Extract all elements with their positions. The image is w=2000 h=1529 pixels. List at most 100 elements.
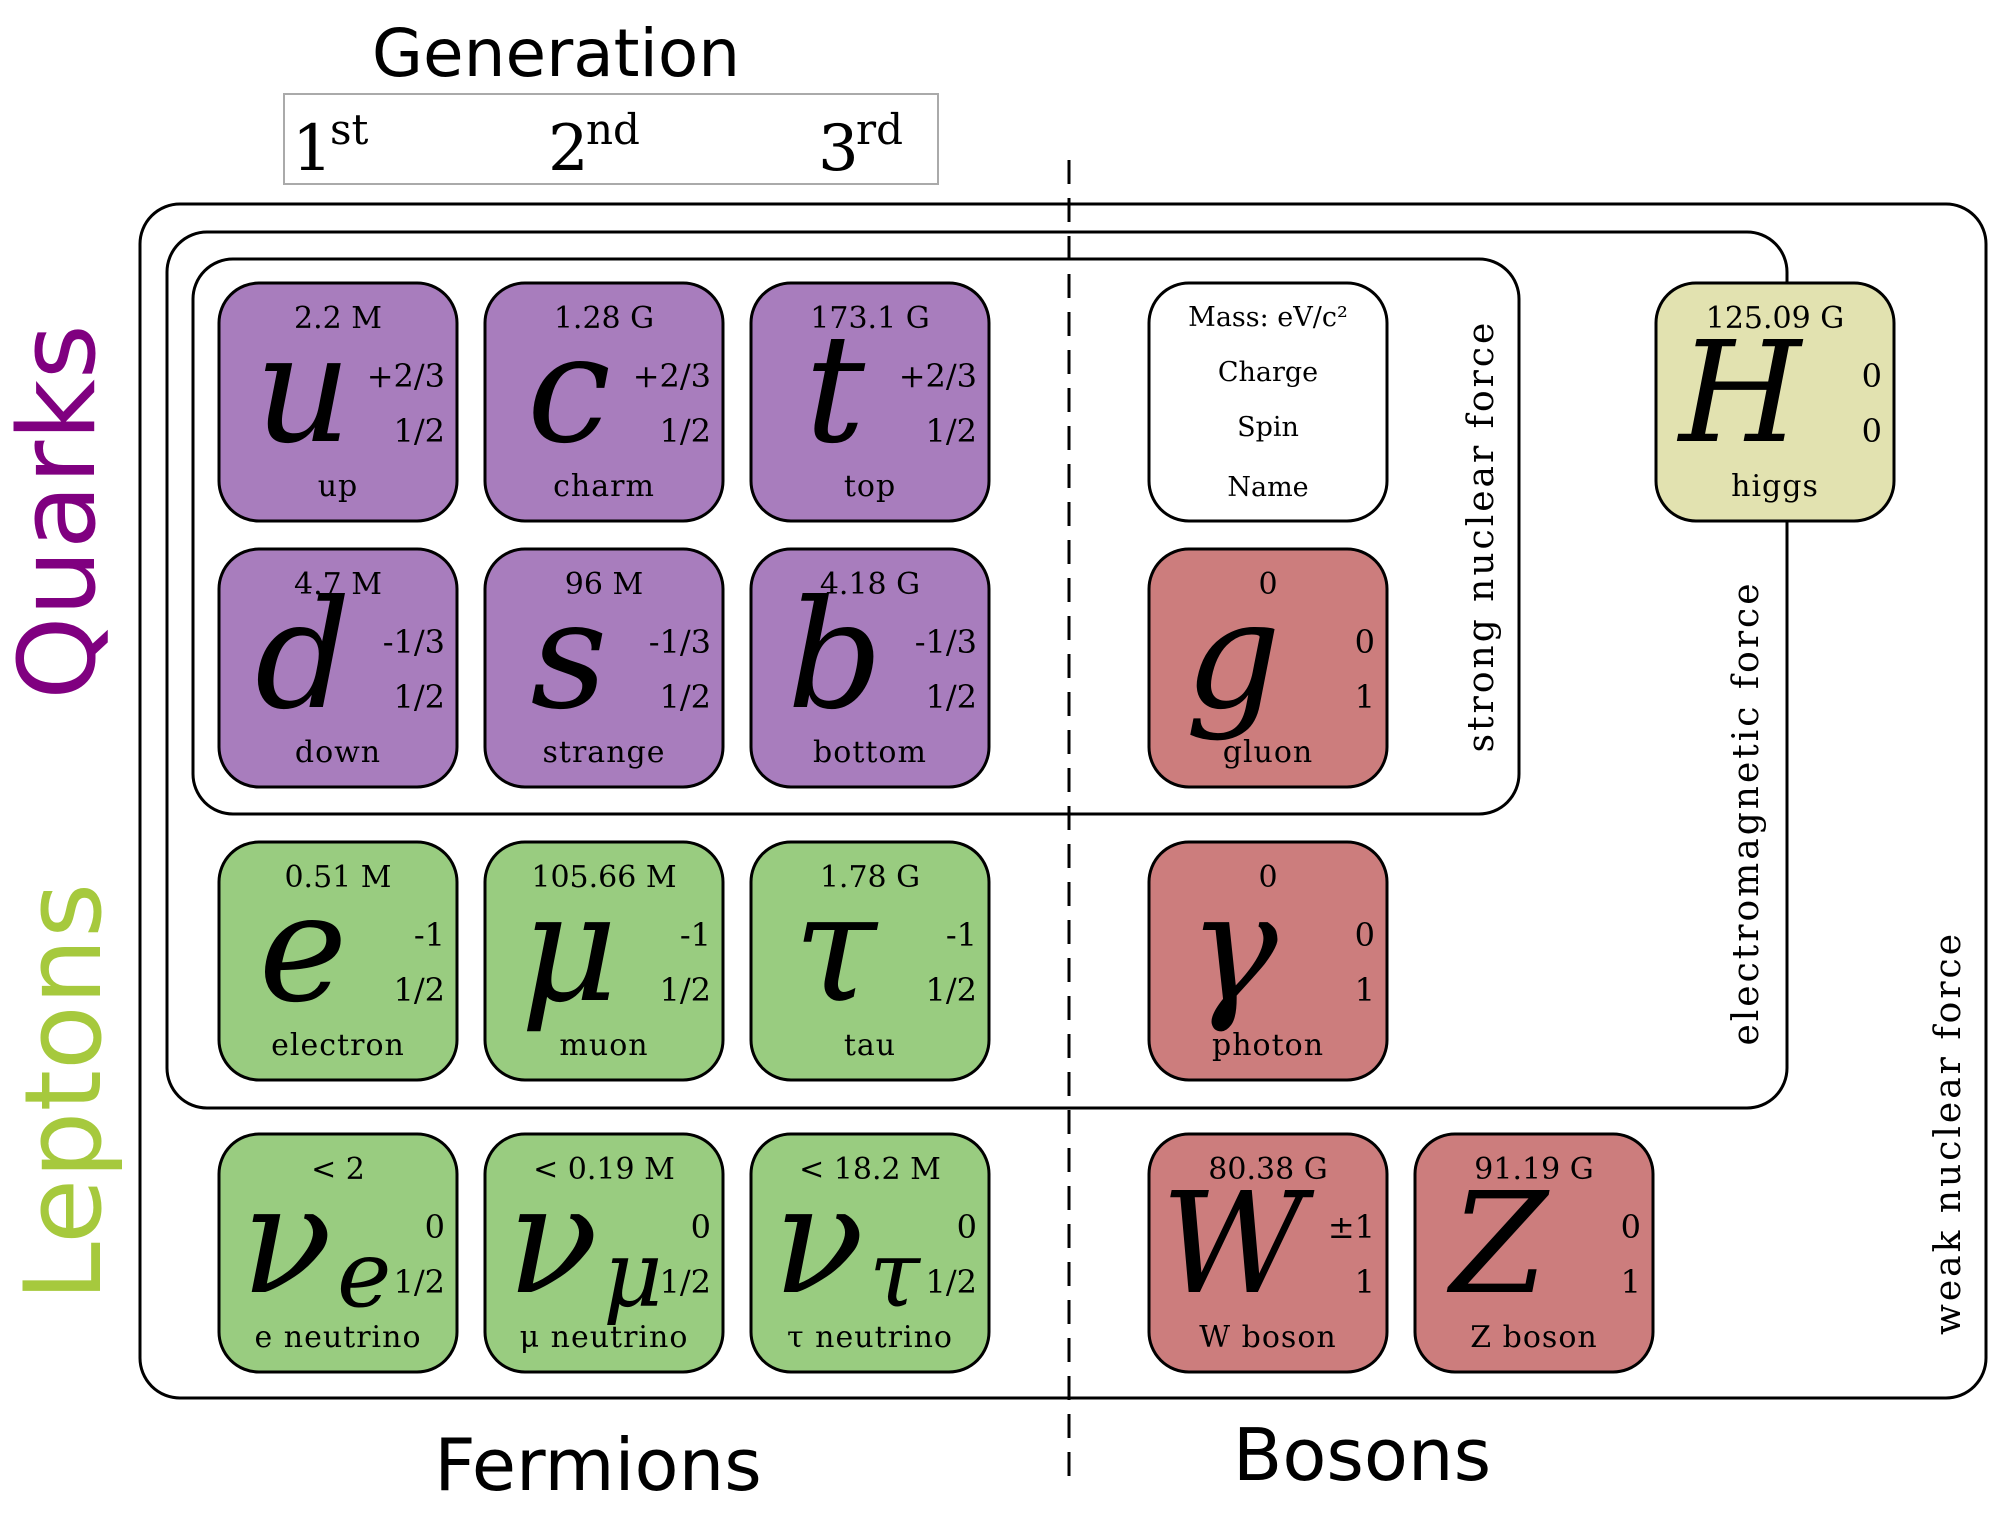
particle-card-box	[749, 840, 991, 1082]
particle-name: e neutrino	[254, 1320, 421, 1355]
particle-card-down: 4.7 Md -1/3 1/2 down	[217, 547, 459, 789]
particle-card-e-neutrino: < 2ν e 0 1/2 e neutrino	[217, 1132, 459, 1374]
particle-symbol: c	[527, 303, 611, 477]
particle-symbol: ν	[241, 1154, 332, 1328]
generation-box	[283, 93, 939, 185]
particle-name: tau	[844, 1028, 896, 1063]
particle-symbol-subscript: τ	[869, 1221, 922, 1328]
particle-mass: 4.7 M	[294, 567, 382, 602]
particle-charge: -1	[414, 916, 445, 954]
particle-card-box	[1147, 840, 1389, 1082]
key-mass: Mass: eV/c²	[1188, 302, 1348, 333]
particle-charge: 0	[425, 1208, 445, 1246]
particle-mass: < 18.2 M	[799, 1152, 941, 1187]
generation-title: Generation	[372, 15, 740, 92]
particle-symbol: μ	[520, 862, 618, 1036]
particle-charge: -1	[680, 916, 711, 954]
particle-charge: 0	[1862, 357, 1882, 395]
generation-3rd-suffix: rd	[856, 105, 903, 154]
particle-spin: 0	[1862, 412, 1882, 450]
particle-card-box	[217, 840, 459, 1082]
generation-1st-suffix: st	[330, 105, 369, 154]
particle-card-up: 2.2 Mu +2/3 1/2 up	[217, 281, 459, 523]
particle-card-electron: 0.51 Me -1 1/2 electron	[217, 840, 459, 1082]
particle-spin: 1	[1355, 1263, 1375, 1301]
key-spin: Spin	[1237, 412, 1299, 443]
key-card-box	[1147, 281, 1389, 523]
generation-1st-number: 1	[292, 112, 333, 186]
particle-symbol: γ	[1188, 862, 1278, 1036]
particle-name: W boson	[1199, 1320, 1336, 1355]
particle-name: μ neutrino	[520, 1320, 689, 1355]
particle-charge: +2/3	[899, 357, 977, 395]
particle-card-w-boson: 80.38 GW ±1 1 W boson	[1147, 1132, 1389, 1374]
particle-card-box	[749, 547, 991, 789]
electromagnetic-force-label: electromagnetic force	[1726, 580, 1767, 1045]
particle-card-mu-neutrino: < 0.19 Mν μ 0 1/2 μ neutrino	[483, 1132, 725, 1374]
particle-spin: 1/2	[926, 412, 978, 450]
particle-card-box	[1147, 1132, 1389, 1374]
particle-mass: 173.1 G	[810, 301, 929, 336]
particle-mass: 1.78 G	[820, 860, 920, 895]
particle-card-box	[1413, 1132, 1655, 1374]
particle-card-box	[483, 547, 725, 789]
particle-mass: 91.19 G	[1474, 1152, 1593, 1187]
particle-name: muon	[559, 1028, 648, 1063]
particle-symbol: ν	[773, 1154, 864, 1328]
particle-symbol-subscript: e	[337, 1221, 391, 1328]
particle-name: strange	[543, 735, 666, 770]
particle-symbol: W	[1161, 1163, 1315, 1326]
weak-force-box	[138, 202, 1988, 1400]
particle-card-tau: 1.78 Gτ -1 1/2 tau	[749, 840, 991, 1082]
particle-spin: 1/2	[394, 678, 446, 716]
particle-charge: 0	[1355, 916, 1375, 954]
particle-spin: 1	[1621, 1263, 1641, 1301]
particle-name: down	[295, 735, 381, 770]
particle-card-tau-neutrino: < 18.2 Mν τ 0 1/2 τ neutrino	[749, 1132, 991, 1374]
particle-card-box	[217, 281, 459, 523]
particle-mass: 125.09 G	[1706, 301, 1844, 336]
particle-spin: 1/2	[660, 1263, 712, 1301]
strong-force-box	[191, 257, 1521, 816]
particle-charge: -1/3	[383, 623, 445, 661]
generation-2nd: 2 nd	[548, 105, 640, 186]
electromagnetic-force-box	[165, 230, 1789, 1110]
particle-charge: -1/3	[915, 623, 977, 661]
particle-charge: 0	[957, 1208, 977, 1246]
particle-name: gluon	[1223, 735, 1314, 770]
particle-card-top: 173.1 Gt +2/3 1/2 top	[749, 281, 991, 523]
particle-charge: 0	[1621, 1208, 1641, 1246]
particle-spin: 1	[1355, 971, 1375, 1009]
generation-2nd-suffix: nd	[586, 105, 640, 154]
particle-charge: +2/3	[633, 357, 711, 395]
particle-symbol: τ	[794, 862, 879, 1036]
particle-card-box	[217, 547, 459, 789]
particle-charge: ±1	[1328, 1208, 1375, 1246]
particle-card-bottom: 4.18 Gb -1/3 1/2 bottom	[749, 547, 991, 789]
particle-spin: 1/2	[926, 971, 978, 1009]
key-charge: Charge	[1218, 357, 1318, 388]
particle-name: Z boson	[1470, 1320, 1597, 1355]
particle-name: bottom	[813, 735, 927, 770]
particle-card-box	[483, 281, 725, 523]
bosons-label: Bosons	[1233, 1413, 1491, 1497]
particle-mass: 2.2 M	[294, 301, 382, 336]
particle-mass: 4.18 G	[820, 567, 920, 602]
strong-force-label: strong nuclear force	[1461, 320, 1502, 753]
particle-charge: -1	[946, 916, 977, 954]
particle-mass: 80.38 G	[1208, 1152, 1327, 1187]
particle-spin: 1/2	[660, 971, 712, 1009]
particle-name: electron	[271, 1028, 405, 1063]
particle-mass: 0	[1258, 567, 1277, 602]
particle-spin: 1/2	[394, 971, 446, 1009]
generation-3rd-number: 3	[818, 112, 859, 186]
leptons-label: Leptons	[2, 883, 125, 1302]
key-card: Mass: eV/c² Charge Spin Name	[1147, 281, 1389, 523]
particle-charge: +2/3	[367, 357, 445, 395]
particle-charge: 0	[1355, 623, 1375, 661]
particle-charge: -1/3	[649, 623, 711, 661]
particle-name: up	[318, 469, 359, 504]
particle-symbol: g	[1185, 569, 1281, 743]
